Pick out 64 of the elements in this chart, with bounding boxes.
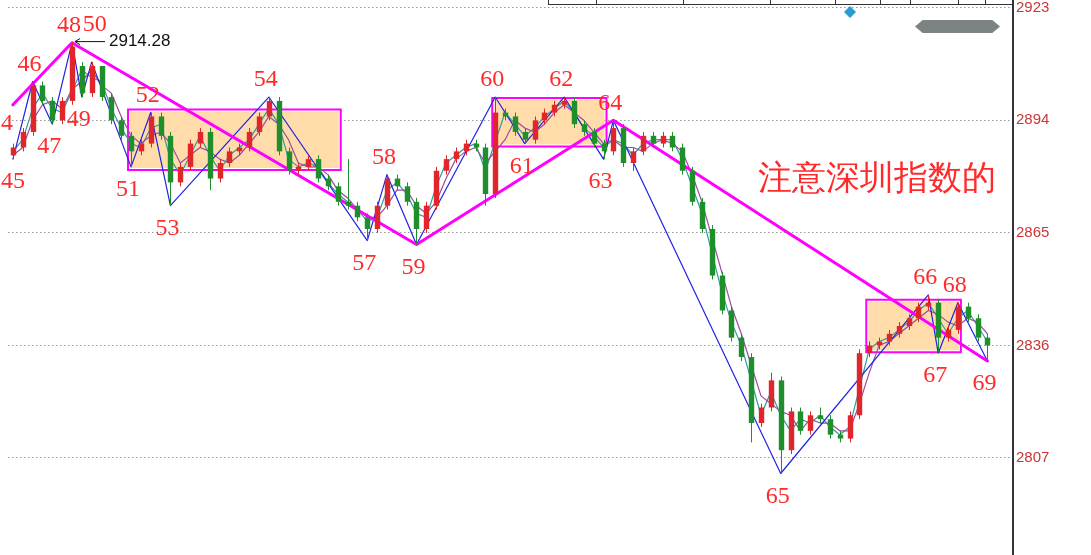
annotation: 49 [66,105,91,132]
annotation: 67 [923,361,948,388]
candlestick [39,81,46,106]
candlestick [571,96,578,129]
candlestick [315,154,322,183]
candlestick [975,313,982,343]
candlestick [345,158,352,211]
annotation: 50 [82,10,107,37]
annotation: 注意深圳指数的 [758,156,996,197]
annotation: 52 [135,80,160,107]
candlestick [591,127,598,148]
candlestick [286,146,293,176]
candlestick [374,201,381,234]
annotation: 4 [1,109,13,136]
y-tick-label: 2836 [1016,335,1050,353]
y-tick-label: 2865 [1016,223,1050,241]
text: 2914.28 [108,31,171,51]
candlestick [532,115,539,145]
candlestick [512,112,519,137]
candlestick [364,212,371,242]
candlestick [404,181,411,207]
candlestick [630,146,637,172]
candlestick [49,96,56,125]
candlestick [59,96,66,125]
candlestick [118,115,125,141]
annotation: 46 [17,49,42,76]
annotation: 59 [401,252,426,279]
annotation: 66 [913,263,938,290]
candlestick [226,146,233,168]
annotation: 65 [765,481,790,508]
candlestick [738,333,745,362]
candlestick [256,112,263,137]
candlestick [610,119,617,156]
candlestick [158,112,165,141]
annotation: 45 [0,167,25,194]
annotation: 63 [588,167,613,194]
annotation: 53 [155,214,180,240]
annotation: 54 [253,65,278,92]
candlestick [108,92,115,125]
candlestick [423,201,430,234]
annotation: 57 [352,248,377,275]
annotation: 48 [56,10,81,37]
candlestick [847,410,854,443]
candlestick [955,302,962,335]
annotation: 58 [371,142,396,169]
candlestick [335,181,342,207]
candlestick [217,158,224,183]
annotation: 60 [480,65,505,92]
annotation: 47 [37,132,62,159]
candlestick [443,154,450,176]
y-tick-label: 2923 [1016,0,1050,15]
candlestick [679,143,686,176]
candlestick [197,127,204,148]
annotation: 69 [972,369,997,396]
candlestick [187,139,194,172]
y-tick-label: 2807 [1016,448,1050,466]
annotation: 51 [116,175,141,202]
candlestick [807,410,814,436]
candlestick [797,407,804,436]
annotation: 62 [549,65,574,92]
annotation: 61 [509,151,534,178]
candlestick [827,414,834,440]
annotation: 68 [942,271,967,298]
y-tick-label: 2894 [1016,110,1050,128]
